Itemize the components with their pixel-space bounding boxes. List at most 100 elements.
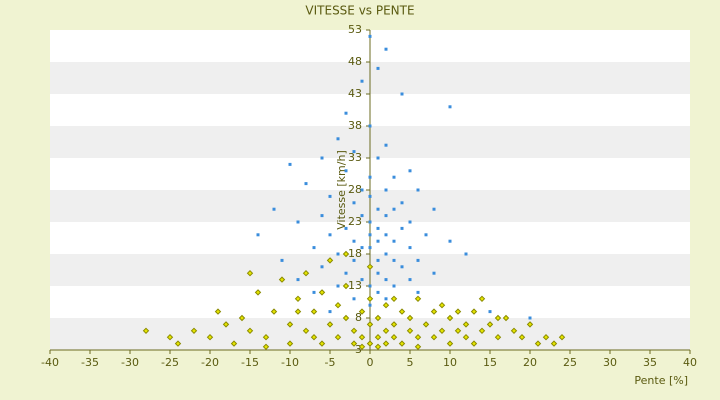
x-tick-label: 35 xyxy=(643,356,657,369)
x-tick-label: 0 xyxy=(367,356,374,369)
x-tick-label: -40 xyxy=(41,356,59,369)
point xyxy=(478,295,486,303)
point xyxy=(206,333,214,341)
point xyxy=(392,175,396,179)
point xyxy=(360,188,364,192)
point xyxy=(334,301,342,309)
point xyxy=(190,327,198,335)
point xyxy=(414,333,422,341)
point xyxy=(470,308,478,315)
x-tick-label: 15 xyxy=(483,356,497,369)
point xyxy=(416,290,420,294)
point xyxy=(344,169,348,173)
point xyxy=(502,314,510,322)
point xyxy=(302,269,310,277)
point xyxy=(254,289,262,296)
point xyxy=(368,284,372,288)
point xyxy=(166,333,174,341)
point xyxy=(384,278,388,282)
point xyxy=(320,265,324,269)
point xyxy=(398,340,406,347)
point xyxy=(390,321,398,328)
point xyxy=(368,220,372,224)
point xyxy=(376,226,380,230)
point xyxy=(376,258,380,262)
point xyxy=(376,271,380,275)
point xyxy=(344,271,348,275)
point xyxy=(408,220,412,224)
y-tick-label: 18 xyxy=(348,247,362,260)
y-tick-label: 43 xyxy=(348,87,362,100)
x-axis-title: Pente [%] xyxy=(634,374,688,387)
point xyxy=(470,340,478,347)
x-tick-label: -15 xyxy=(241,356,259,369)
point xyxy=(270,308,278,315)
y-tick-label: 33 xyxy=(348,151,362,164)
x-tick-label: -35 xyxy=(81,356,99,369)
point xyxy=(376,290,380,294)
point xyxy=(408,278,412,282)
point xyxy=(430,333,438,341)
point xyxy=(494,314,502,322)
point xyxy=(382,327,390,335)
point xyxy=(328,233,332,237)
x-tick-label: -10 xyxy=(281,356,299,369)
point xyxy=(368,303,372,307)
point xyxy=(360,278,364,282)
point xyxy=(384,143,388,147)
point xyxy=(366,295,374,303)
point xyxy=(384,188,388,192)
point xyxy=(262,333,270,341)
point xyxy=(384,252,388,256)
x-tick-label: 25 xyxy=(563,356,577,369)
point xyxy=(382,301,390,309)
point xyxy=(288,162,292,166)
point xyxy=(390,295,398,303)
point xyxy=(358,343,366,351)
point xyxy=(368,246,372,250)
point xyxy=(384,214,388,218)
point xyxy=(406,314,414,322)
point xyxy=(374,343,382,351)
point xyxy=(446,340,454,347)
x-tick-label: 5 xyxy=(407,356,414,369)
point xyxy=(438,301,446,309)
point xyxy=(416,188,420,192)
point xyxy=(400,92,404,96)
point xyxy=(406,327,414,335)
point xyxy=(230,340,238,347)
point xyxy=(246,327,254,335)
point xyxy=(286,340,294,347)
point xyxy=(336,137,340,141)
point xyxy=(384,233,388,237)
x-tick-label: 30 xyxy=(603,356,617,369)
point xyxy=(454,308,462,315)
y-axis-title: Vitesse [km/h] xyxy=(335,150,348,230)
point xyxy=(368,175,372,179)
point xyxy=(384,47,388,51)
point xyxy=(256,233,260,237)
point xyxy=(382,340,390,347)
y-tick-label: 13 xyxy=(348,279,362,292)
x-tick-label: 40 xyxy=(683,356,697,369)
point xyxy=(246,269,254,277)
point xyxy=(368,124,372,128)
point xyxy=(376,207,380,211)
point xyxy=(328,194,332,198)
chart-title: VITESSE vs PENTE xyxy=(305,4,414,18)
point xyxy=(358,333,366,341)
point xyxy=(534,340,542,347)
point xyxy=(238,314,246,322)
point xyxy=(344,226,348,230)
point xyxy=(350,340,358,347)
point xyxy=(360,79,364,83)
point xyxy=(318,289,326,296)
point xyxy=(494,333,502,341)
y-tick-label: 3 xyxy=(355,343,362,356)
point xyxy=(518,333,526,341)
point xyxy=(352,201,356,205)
point xyxy=(550,340,558,347)
point xyxy=(318,340,326,347)
point xyxy=(400,226,404,230)
point xyxy=(376,156,380,160)
